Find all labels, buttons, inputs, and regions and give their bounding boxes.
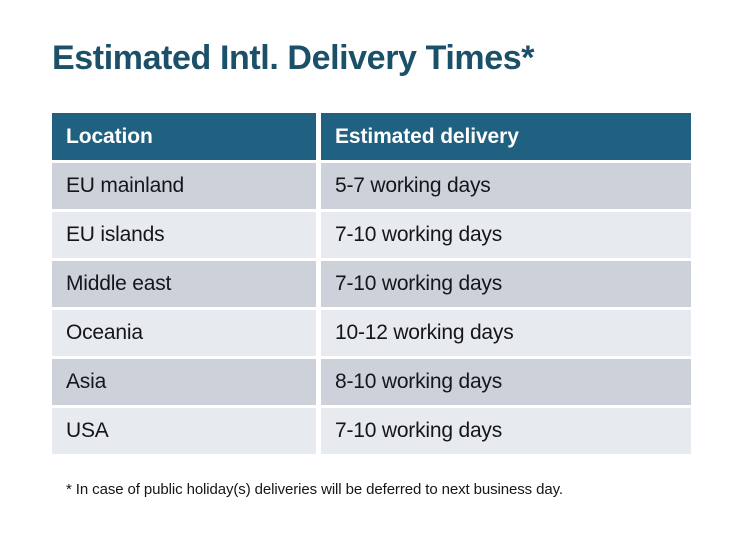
column-divider bbox=[316, 113, 321, 160]
table-cell-location: USA bbox=[52, 408, 316, 454]
table-cell-estimated-delivery-text: 7-10 working days bbox=[335, 272, 503, 295]
column-divider bbox=[316, 408, 321, 454]
table-cell-location: EU mainland bbox=[52, 163, 316, 209]
table-cell-location-text: USA bbox=[66, 419, 109, 442]
table-row: Middle east 7-10 working days bbox=[52, 261, 691, 307]
table-cell-location-text: EU islands bbox=[66, 223, 165, 246]
table-cell-location-text: Asia bbox=[66, 370, 107, 393]
table-header-label-location: Location bbox=[66, 124, 153, 148]
column-divider bbox=[316, 163, 321, 209]
table-cell-estimated-delivery-text: 5-7 working days bbox=[335, 174, 491, 197]
column-divider bbox=[316, 212, 321, 258]
column-divider bbox=[316, 359, 321, 405]
table-cell-estimated-delivery: 8-10 working days bbox=[321, 359, 691, 405]
table-header-label-estimated-delivery: Estimated delivery bbox=[335, 124, 519, 148]
table-header-cell-location: Location bbox=[52, 113, 316, 160]
table-header-cell-estimated-delivery: Estimated delivery bbox=[321, 113, 691, 160]
table-cell-location-text: EU mainland bbox=[66, 174, 185, 197]
table-row: Asia 8-10 working days bbox=[52, 359, 691, 405]
table-cell-estimated-delivery: 7-10 working days bbox=[321, 408, 691, 454]
table-row: USA 7-10 working days bbox=[52, 408, 691, 454]
table-cell-estimated-delivery: 7-10 working days bbox=[321, 261, 691, 307]
table-row: EU mainland 5-7 working days bbox=[52, 163, 691, 209]
table-cell-location: Middle east bbox=[52, 261, 316, 307]
table-cell-estimated-delivery: 10-12 working days bbox=[321, 310, 691, 356]
table-cell-estimated-delivery-text: 7-10 working days bbox=[335, 419, 503, 442]
column-divider bbox=[316, 310, 321, 356]
table-header-row: Location Estimated delivery bbox=[52, 113, 691, 160]
table-cell-location: Oceania bbox=[52, 310, 316, 356]
column-divider bbox=[316, 261, 321, 307]
table-row: EU islands 7-10 working days bbox=[52, 212, 691, 258]
table-cell-location-text: Middle east bbox=[66, 272, 172, 295]
page-title: Estimated Intl. Delivery Times* bbox=[52, 39, 535, 77]
table-cell-estimated-delivery-text: 8-10 working days bbox=[335, 370, 503, 393]
table-cell-location-text: Oceania bbox=[66, 321, 143, 344]
table-cell-estimated-delivery: 5-7 working days bbox=[321, 163, 691, 209]
table-cell-location: Asia bbox=[52, 359, 316, 405]
table-cell-estimated-delivery: 7-10 working days bbox=[321, 212, 691, 258]
table-row: Oceania 10-12 working days bbox=[52, 310, 691, 356]
delivery-times-table: Location Estimated delivery EU mainland … bbox=[52, 113, 691, 454]
table-cell-location: EU islands bbox=[52, 212, 316, 258]
table-cell-estimated-delivery-text: 7-10 working days bbox=[335, 223, 503, 246]
footnote-text: * In case of public holiday(s) deliverie… bbox=[66, 481, 563, 498]
table-cell-estimated-delivery-text: 10-12 working days bbox=[335, 321, 514, 344]
